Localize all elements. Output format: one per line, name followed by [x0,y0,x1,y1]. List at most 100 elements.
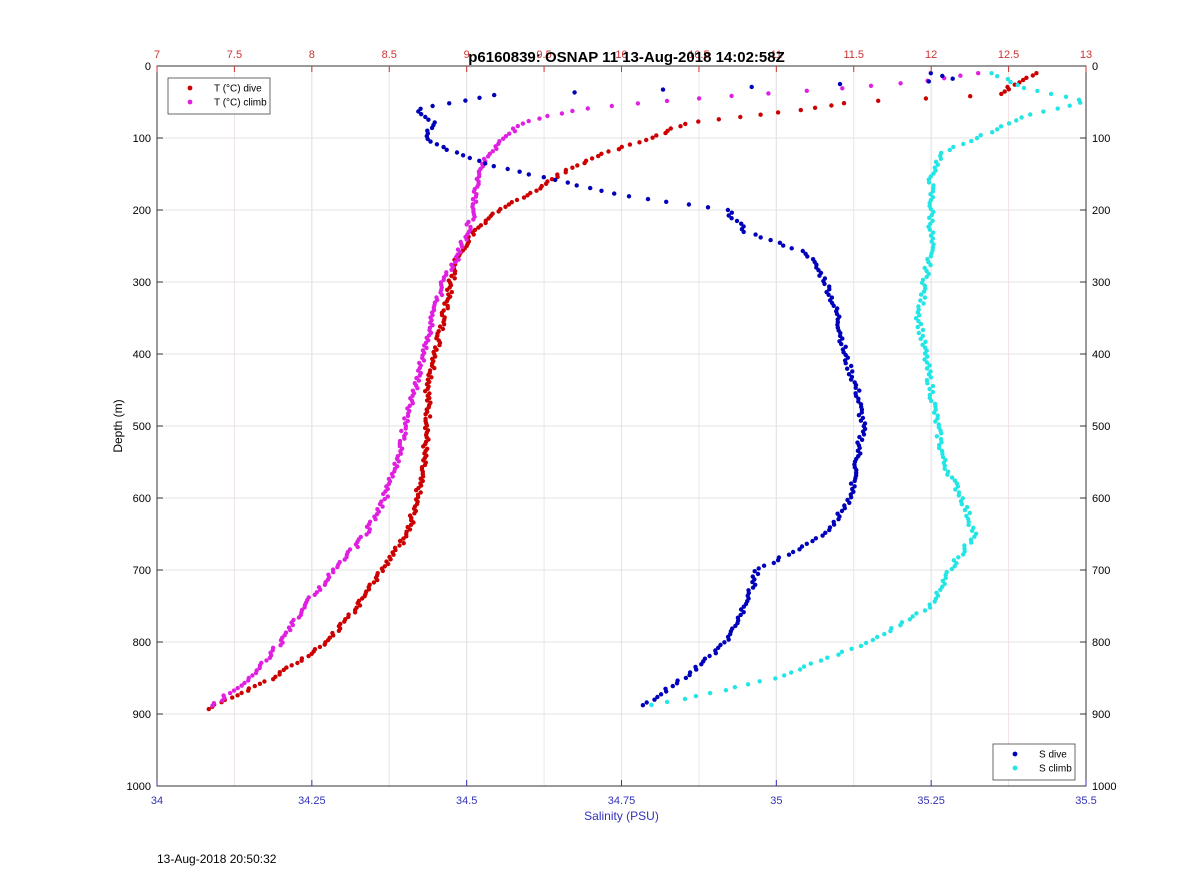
data-point [918,321,924,327]
data-point [836,517,841,522]
data-point [953,487,958,492]
data-point [453,260,458,265]
data-point [267,655,273,660]
legend-label: T (°C) dive [214,84,262,95]
data-point [360,596,365,601]
y-tick-label-left: 800 [133,637,151,649]
data-point [664,199,669,204]
data-point [397,543,402,548]
x-bottom-tick-label: 34.5 [456,795,477,807]
data-point [430,103,435,109]
data-point [930,383,936,389]
data-point [471,217,476,222]
data-point [968,94,973,99]
data-point [441,144,446,150]
data-point [485,154,491,159]
data-point [563,170,568,175]
data-point [831,303,836,308]
data-point [856,399,861,404]
data-point [342,557,347,562]
data-point [863,640,869,646]
data-point [839,649,845,654]
data-point [822,281,827,287]
data-point [775,110,781,115]
legend-box [992,743,1076,781]
data-point [1067,103,1072,108]
data-point [432,365,437,371]
data-point [800,248,805,254]
data-point [402,436,407,441]
data-point [707,690,713,696]
data-point [427,414,433,419]
data-point [922,357,927,362]
data-point [924,366,930,371]
data-point [464,237,469,242]
data-point [962,507,968,513]
data-point [771,560,776,566]
data-point [956,555,961,560]
data-point [538,186,543,191]
data-point [995,74,1000,79]
data-point [920,342,925,347]
data-point [589,156,595,161]
data-point [699,662,704,667]
data-point [955,484,961,489]
data-point [733,623,738,629]
data-point [413,488,419,493]
data-point [927,215,932,220]
data-point [882,631,887,637]
data-point [813,536,819,541]
data-point [449,289,454,295]
data-point [974,135,980,141]
data-point [318,587,323,592]
data-point [220,698,225,703]
data-point [231,688,237,693]
data-point [789,246,794,251]
data-point [734,218,740,224]
data-point [289,663,294,668]
data-point [942,581,947,587]
data-point [766,91,771,96]
data-point [817,273,822,278]
data-point [440,326,446,332]
data-point [452,271,457,276]
data-point [928,71,933,76]
data-point [505,166,510,172]
data-point [246,688,251,693]
data-point [454,150,460,155]
data-point [582,160,587,166]
y-tick-label-left: 900 [133,709,151,721]
data-point [312,592,317,597]
data-point [295,660,300,666]
data-point [296,615,302,620]
data-point [856,413,862,418]
data-point [797,547,802,552]
data-point [253,670,259,676]
data-point [235,685,240,691]
data-point [483,161,488,166]
data-point [309,651,314,656]
data-point [927,363,932,368]
data-point [644,700,649,705]
data-point [952,564,957,569]
data-point [460,153,466,158]
series-s-dive [416,71,955,708]
data-point [381,491,386,497]
data-point [741,604,746,609]
data-point [456,257,461,262]
data-point [841,101,847,106]
data-point [705,205,711,210]
data-point [1035,88,1040,94]
data-point [826,292,831,297]
data-point [716,645,721,650]
data-point [449,267,454,272]
data-point [989,71,994,76]
data-point [444,147,449,152]
data-point [640,703,646,708]
data-point [686,202,692,207]
data-point [931,171,936,176]
data-point [846,372,852,377]
data-point [707,653,712,659]
data-point [729,210,734,215]
data-point [924,274,929,280]
